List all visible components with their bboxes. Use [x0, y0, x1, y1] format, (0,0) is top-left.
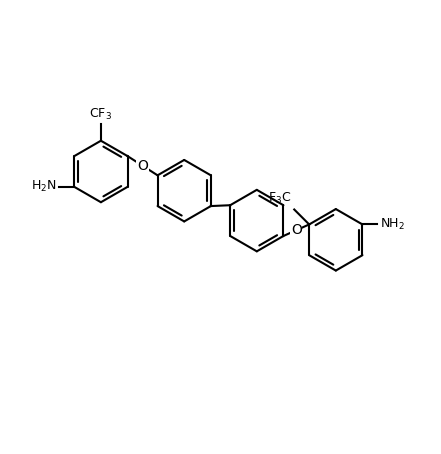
- Text: CF$_3$: CF$_3$: [90, 106, 112, 122]
- Text: O: O: [137, 159, 148, 173]
- Text: H$_2$N: H$_2$N: [31, 179, 56, 194]
- Text: F$_3$C: F$_3$C: [268, 192, 291, 207]
- Text: NH$_2$: NH$_2$: [381, 217, 405, 232]
- Text: O: O: [291, 223, 302, 237]
